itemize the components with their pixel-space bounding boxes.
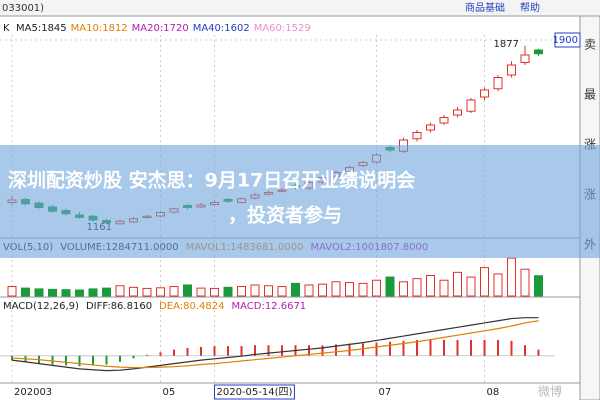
- volume-bar: [345, 282, 354, 297]
- volume-bar: [34, 288, 44, 297]
- legend-entry: MACD:12.6671: [231, 301, 306, 312]
- volume-bar: [237, 286, 246, 297]
- volume-bar: [331, 281, 341, 297]
- legend-entry: MACD(12,26,9): [3, 301, 79, 312]
- x-tick-label: 05: [163, 387, 176, 398]
- volume-bar: [480, 267, 489, 297]
- volume-bar: [196, 287, 206, 297]
- volume-bar: [318, 283, 327, 297]
- volume-bar: [399, 281, 408, 297]
- sidebar-label: 卖: [584, 38, 596, 52]
- volume-bar: [291, 282, 300, 297]
- volume-bar: [142, 287, 152, 297]
- watermark: 微博: [538, 384, 562, 399]
- candle-body: [466, 99, 476, 112]
- volume-bar: [385, 276, 395, 297]
- volume-bar: [102, 287, 111, 297]
- volume-bar: [48, 288, 57, 297]
- volume-bar: [7, 286, 17, 297]
- candle-body: [426, 124, 435, 131]
- volume-bar: [358, 282, 368, 297]
- candle-body: [412, 132, 422, 140]
- banner-text: ，投资者参与: [228, 204, 342, 227]
- volume-bar: [75, 289, 84, 297]
- candle-body: [520, 54, 530, 63]
- legend-entry: MA20:1720: [132, 23, 189, 34]
- volume-bar: [493, 273, 503, 297]
- volume-bar: [61, 289, 71, 297]
- code: 033001): [2, 3, 44, 14]
- link[interactable]: 商品基础: [465, 1, 505, 14]
- top-bar: [0, 0, 600, 16]
- volume-bar: [250, 284, 260, 297]
- x-tick-label: 07: [379, 387, 392, 398]
- volume-bar: [466, 276, 476, 297]
- volume-bar: [277, 286, 287, 297]
- tick-box: [554, 32, 581, 48]
- volume-bar: [520, 268, 530, 297]
- candle-body: [453, 109, 462, 116]
- x-tick-label: 08: [487, 387, 500, 398]
- link[interactable]: 帮助: [520, 1, 540, 14]
- candle-body: [480, 89, 489, 98]
- indicator-label: K: [3, 23, 10, 34]
- volume-bar: [412, 278, 422, 297]
- volume-bar: [156, 287, 165, 297]
- candle-body: [507, 64, 516, 76]
- volume-bar: [210, 287, 219, 297]
- high-annotation: 1877: [494, 39, 519, 50]
- legend-entry: DIFF:86.8160: [86, 301, 152, 312]
- x-tick-label: 2020-05-14(四): [217, 387, 293, 398]
- volume-bar: [88, 288, 98, 297]
- candle-body: [493, 77, 503, 90]
- volume-bar: [372, 279, 381, 297]
- legend-entry: MA60:1529: [254, 23, 311, 34]
- volume-bar: [534, 275, 543, 297]
- volume-bar: [304, 284, 314, 297]
- volume-bar: [183, 284, 192, 297]
- diff-line: [11, 317, 539, 372]
- volume-bar: [453, 271, 462, 297]
- candle-body: [439, 117, 449, 124]
- volume-bar: [21, 287, 30, 297]
- volume-bar: [223, 286, 233, 297]
- volume-bar: [115, 285, 125, 297]
- legend-entry: DEA:80.4824: [159, 301, 224, 312]
- legend-entry: MA5:1845: [16, 23, 67, 34]
- volume-bar: [169, 286, 179, 297]
- sidebar-label: 最: [584, 88, 596, 102]
- news-banner: [0, 145, 600, 258]
- banner-text: 深圳配资炒股 安杰思：9月17日召开业绩说明会: [8, 169, 415, 192]
- x-tick-label: 202003: [14, 387, 52, 398]
- volume-bar: [129, 286, 138, 297]
- volume-bar: [426, 275, 435, 297]
- legend-entry: MA40:1602: [193, 23, 250, 34]
- dea-line: [11, 320, 539, 369]
- volume-bar: [507, 257, 516, 297]
- candle-body: [534, 49, 543, 55]
- y-tick-label: 1900: [553, 35, 578, 46]
- volume-bar: [439, 279, 449, 297]
- selected-date-box: [214, 384, 295, 400]
- legend-entry: MA10:1812: [71, 23, 128, 34]
- volume-bar: [264, 285, 273, 297]
